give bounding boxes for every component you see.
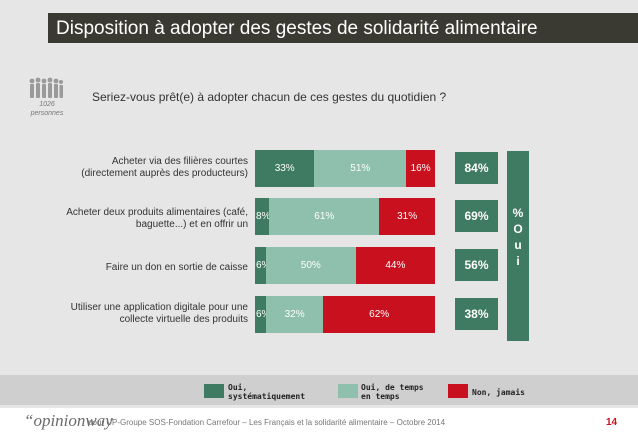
category-label: Utiliser une application digitale pour u…	[70, 302, 248, 325]
total-oui-label: 38%	[455, 298, 498, 330]
data-label: 16%	[410, 163, 431, 174]
page-title: Disposition à adopter des gestes de soli…	[56, 18, 538, 39]
data-label: 61%	[314, 211, 335, 222]
legend-swatch-sometimes	[338, 384, 358, 398]
bar-systematic: 6%	[255, 247, 270, 284]
category-label: Faire un don en sortie de caisse	[105, 262, 248, 273]
bar-systematic: 6%	[255, 296, 270, 333]
bar-never: 16%	[406, 150, 435, 187]
bar-sometimes: 61%	[269, 198, 380, 235]
question-text: Seriez-vous prêt(e) à adopter chacun de …	[92, 90, 447, 104]
data-label: 33%	[274, 163, 295, 174]
page-number: 14	[606, 417, 618, 428]
data-label: 44%	[385, 260, 406, 271]
bar-systematic: 8%	[255, 198, 271, 235]
footer	[0, 408, 638, 442]
category-label: Acheter deux produits alimentaires (café…	[66, 207, 248, 230]
total-oui-label: 69%	[455, 200, 498, 232]
data-label: 62%	[369, 309, 390, 320]
total-oui-label: 56%	[455, 249, 498, 281]
bar-never: 31%	[379, 198, 435, 235]
title-band	[48, 13, 638, 43]
bar-sometimes: 50%	[265, 247, 356, 284]
title-bar: Disposition à adopter des gestes de soli…	[0, 0, 638, 45]
bar-sometimes: 32%	[265, 296, 324, 333]
bar-never: 62%	[323, 296, 435, 333]
oui-band	[507, 151, 529, 341]
sample-unit: personnes	[30, 110, 64, 117]
total-oui-label: 84%	[455, 152, 498, 184]
bar-systematic: 33%	[255, 150, 315, 187]
data-label: 6%	[256, 309, 271, 320]
footer-note: pour UP-Groupe SOS-Fondation Carrefour –…	[88, 418, 446, 427]
legend-bar	[0, 375, 638, 405]
data-label: 50%	[300, 260, 321, 271]
people-icon	[29, 77, 63, 98]
brand-logo: “opinionway	[24, 411, 113, 430]
legend-swatch-systematic	[204, 384, 224, 398]
data-label: 51%	[350, 163, 371, 174]
category-label: Acheter via des filières courtes (direct…	[81, 156, 248, 179]
data-label: 31%	[397, 211, 418, 222]
sample-size: 1026 personnes	[20, 100, 74, 118]
sample-count: 1026	[39, 101, 55, 108]
legend-label-never: Non, jamais	[472, 388, 525, 397]
legend-label-systematic: Oui, systématiquement	[228, 383, 306, 401]
bar-never: 44%	[355, 247, 435, 284]
data-label: 32%	[284, 309, 305, 320]
data-label: 6%	[256, 260, 271, 271]
legend-label-sometimes: Oui, de temps en temps	[361, 383, 424, 401]
legend-swatch-never	[448, 384, 468, 398]
bar-sometimes: 51%	[314, 150, 407, 187]
data-label: 8%	[256, 211, 271, 222]
